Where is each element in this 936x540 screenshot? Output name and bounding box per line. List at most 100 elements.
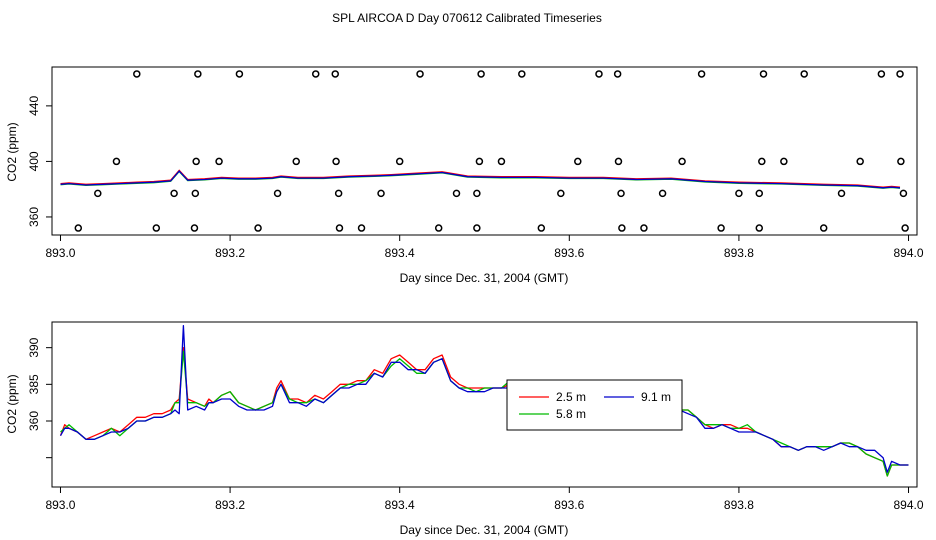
data-point — [215, 157, 223, 166]
data-point — [335, 224, 344, 232]
series-line-2-5-m — [60, 169, 901, 188]
data-point — [877, 70, 886, 78]
plot-frame-top — [51, 66, 918, 236]
x-tick-label: 893.0 — [45, 246, 75, 260]
x-tick-label: 893.4 — [385, 246, 415, 260]
panel-bottom: 893.0 893.2 893.4 893.6 893.8 894.0 360 385 390… — [5, 321, 924, 537]
data-point — [473, 189, 481, 198]
data-point — [819, 224, 828, 232]
data-point — [574, 157, 582, 166]
top-x-axis: 893.0 893.2 893.4 893.6 893.8 894.0 — [45, 235, 924, 260]
top-scatter-points — [74, 70, 909, 232]
data-point — [497, 157, 506, 166]
top-series-lines — [60, 169, 901, 189]
top-x-axis-label: Day since Dec. 31, 2004 (GMT) — [400, 271, 569, 285]
data-point — [640, 224, 648, 232]
data-point — [273, 189, 282, 198]
plot-frame-bottom — [51, 321, 918, 488]
y-tick-label: 390 — [27, 337, 41, 357]
data-point — [377, 189, 385, 198]
series-line-9-1-m — [59, 325, 909, 473]
data-point — [74, 224, 83, 232]
x-tick-label: 893.6 — [554, 498, 584, 512]
data-point — [856, 157, 864, 166]
data-point — [190, 224, 199, 232]
data-point — [595, 70, 603, 78]
data-point — [758, 157, 766, 166]
data-point — [434, 224, 443, 232]
legend-label-5-8m: 5.8 m — [556, 407, 586, 421]
bottom-x-axis: 893.0 893.2 893.4 893.6 893.8 894.0 — [45, 487, 924, 512]
data-point — [899, 189, 908, 198]
data-point — [678, 157, 686, 166]
data-point — [780, 157, 788, 166]
y-tick-label: 400 — [27, 151, 41, 171]
data-point — [133, 70, 141, 78]
y-tick-label: 385 — [27, 374, 41, 394]
data-point — [697, 70, 706, 78]
legend: 2.5 m 5.8 m 9.1 m — [506, 379, 683, 431]
x-tick-label: 893.0 — [45, 498, 75, 512]
x-tick-label: 893.8 — [724, 498, 754, 512]
data-point — [112, 157, 121, 166]
data-point — [658, 189, 667, 198]
data-point — [613, 70, 622, 78]
panel-top: 893.0 893.2 893.4 893.6 893.8 894.0 360 400 440… — [5, 66, 924, 285]
data-point — [896, 70, 904, 78]
x-tick-label: 893.4 — [385, 498, 415, 512]
figure-title: SPL AIRCOA D Day 070612 Calibrated Times… — [332, 11, 602, 25]
data-point — [477, 70, 485, 78]
data-point — [755, 224, 764, 232]
data-point — [837, 189, 846, 198]
legend-label-9-1m: 9.1 m — [641, 390, 671, 404]
data-point — [416, 70, 424, 78]
top-y-axis-label: CO2 (ppm) — [5, 122, 19, 181]
data-point — [618, 224, 626, 232]
data-point — [735, 189, 743, 198]
bottom-y-axis: 360 385 390 — [27, 337, 52, 459]
data-point — [901, 224, 909, 232]
data-point — [614, 157, 623, 166]
data-point — [518, 70, 526, 78]
data-point — [452, 189, 461, 198]
data-point — [897, 157, 905, 166]
data-point — [475, 157, 484, 166]
data-point — [235, 70, 244, 78]
data-point — [292, 157, 300, 166]
data-point — [717, 224, 725, 232]
y-tick-label: 440 — [27, 96, 41, 116]
x-tick-label: 894.0 — [894, 246, 924, 260]
legend-box — [506, 379, 683, 431]
data-point — [192, 157, 200, 166]
series-line-9-1-m — [60, 170, 901, 189]
data-point — [537, 224, 546, 232]
data-point — [332, 157, 340, 166]
data-point — [800, 70, 808, 78]
data-point — [311, 70, 320, 78]
data-point — [557, 189, 565, 198]
x-tick-label: 893.6 — [554, 246, 584, 260]
x-tick-label: 894.0 — [894, 498, 924, 512]
y-tick-label: 360 — [27, 207, 41, 227]
data-point — [334, 189, 343, 198]
data-point — [94, 189, 102, 198]
legend-label-2-5m: 2.5 m — [556, 390, 586, 404]
series-line-5-8-m — [60, 350, 909, 477]
data-point — [759, 70, 768, 78]
data-point — [755, 189, 764, 198]
x-tick-label: 893.2 — [215, 246, 245, 260]
bottom-y-axis-label: CO2 (ppm) — [5, 374, 19, 433]
bottom-x-axis-label: Day since Dec. 31, 2004 (GMT) — [400, 523, 569, 537]
x-tick-label: 893.2 — [215, 498, 245, 512]
data-point — [617, 189, 625, 198]
series-line-2-5-m — [59, 347, 909, 477]
series-line-5-8-m — [60, 170, 901, 189]
data-point — [357, 224, 366, 232]
data-point — [331, 70, 339, 78]
top-y-axis: 360 400 440 — [27, 96, 52, 227]
data-point — [170, 189, 178, 198]
data-point — [152, 224, 161, 232]
data-point — [194, 70, 202, 78]
data-point — [191, 189, 200, 198]
